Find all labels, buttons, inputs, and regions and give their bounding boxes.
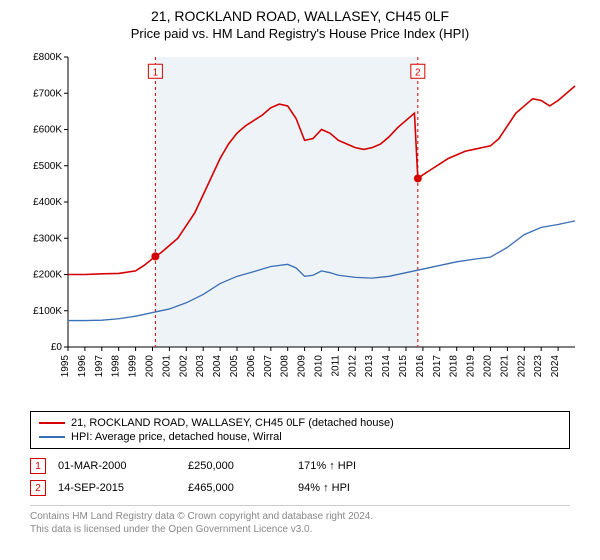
svg-text:2019: 2019 — [466, 355, 477, 378]
sale-price: £465,000 — [188, 482, 298, 494]
legend: 21, ROCKLAND ROAD, WALLASEY, CH45 0LF (d… — [30, 411, 570, 449]
svg-text:2022: 2022 — [516, 355, 527, 378]
svg-text:£300K: £300K — [33, 233, 62, 244]
svg-text:2006: 2006 — [246, 355, 257, 378]
svg-text:1995: 1995 — [60, 355, 71, 378]
footer-attribution: Contains HM Land Registry data © Crown c… — [30, 505, 570, 536]
svg-text:£200K: £200K — [33, 270, 62, 281]
footer-line-2: This data is licensed under the Open Gov… — [30, 523, 570, 536]
svg-text:2020: 2020 — [483, 355, 494, 378]
svg-text:2005: 2005 — [229, 355, 240, 378]
sale-row: 2 14-SEP-2015£465,00094% ↑ HPI — [30, 477, 570, 499]
legend-label: 21, ROCKLAND ROAD, WALLASEY, CH45 0LF (d… — [71, 417, 394, 429]
legend-item: 21, ROCKLAND ROAD, WALLASEY, CH45 0LF (d… — [39, 416, 561, 430]
svg-text:2010: 2010 — [314, 355, 325, 378]
sale-row: 1 01-MAR-2000£250,000171% ↑ HPI — [30, 455, 570, 477]
svg-text:2001: 2001 — [161, 355, 172, 378]
sales-table: 1 01-MAR-2000£250,000171% ↑ HPI 2 14-SEP-20… — [30, 455, 570, 499]
svg-text:£0: £0 — [51, 342, 63, 353]
page-title: 21, ROCKLAND ROAD, WALLASEY, CH45 0LF — [151, 8, 449, 24]
svg-text:£400K: £400K — [33, 197, 62, 208]
sale-badge: 2 — [30, 480, 46, 496]
legend-swatch — [39, 436, 65, 438]
sale-price: £250,000 — [188, 460, 298, 472]
svg-text:1996: 1996 — [77, 355, 88, 378]
svg-text:£800K: £800K — [33, 52, 62, 63]
svg-text:2024: 2024 — [550, 355, 561, 378]
page-subtitle: Price paid vs. HM Land Registry's House … — [131, 26, 469, 41]
svg-text:2011: 2011 — [330, 355, 341, 377]
legend-item: HPI: Average price, detached house, Wirr… — [39, 430, 561, 444]
svg-text:2002: 2002 — [178, 355, 189, 378]
legend-swatch — [39, 422, 65, 424]
svg-text:2009: 2009 — [297, 355, 308, 378]
svg-text:2004: 2004 — [212, 355, 223, 378]
svg-text:2007: 2007 — [263, 355, 274, 378]
svg-text:1999: 1999 — [128, 355, 139, 378]
sale-hpi-pct: 171% ↑ HPI — [298, 460, 438, 472]
svg-text:2012: 2012 — [347, 355, 358, 378]
svg-text:£500K: £500K — [33, 161, 62, 172]
svg-text:2: 2 — [415, 67, 421, 78]
svg-text:£700K: £700K — [33, 88, 62, 99]
sale-date: 14-SEP-2015 — [58, 482, 188, 494]
footer-line-1: Contains HM Land Registry data © Crown c… — [30, 510, 570, 523]
svg-text:2018: 2018 — [449, 355, 460, 378]
sale-date: 01-MAR-2000 — [58, 460, 188, 472]
svg-text:2021: 2021 — [499, 355, 510, 378]
svg-text:£100K: £100K — [33, 306, 62, 317]
svg-text:2014: 2014 — [381, 355, 392, 378]
svg-text:1: 1 — [153, 67, 159, 78]
sale-badge: 1 — [30, 458, 46, 474]
svg-text:£600K: £600K — [33, 125, 62, 136]
svg-text:2003: 2003 — [195, 355, 206, 378]
svg-text:1997: 1997 — [94, 355, 105, 378]
svg-text:2013: 2013 — [364, 355, 375, 378]
svg-text:2000: 2000 — [145, 355, 156, 378]
svg-text:1998: 1998 — [111, 355, 122, 378]
svg-text:2016: 2016 — [415, 355, 426, 378]
svg-text:2008: 2008 — [280, 355, 291, 378]
sale-hpi-pct: 94% ↑ HPI — [298, 482, 438, 494]
svg-text:2015: 2015 — [398, 355, 409, 378]
svg-text:2017: 2017 — [432, 355, 443, 378]
legend-label: HPI: Average price, detached house, Wirr… — [71, 431, 282, 443]
price-chart: £0 £100K £200K £300K £400K £500K £600K £700K £80… — [20, 47, 580, 407]
svg-text:2023: 2023 — [533, 355, 544, 378]
